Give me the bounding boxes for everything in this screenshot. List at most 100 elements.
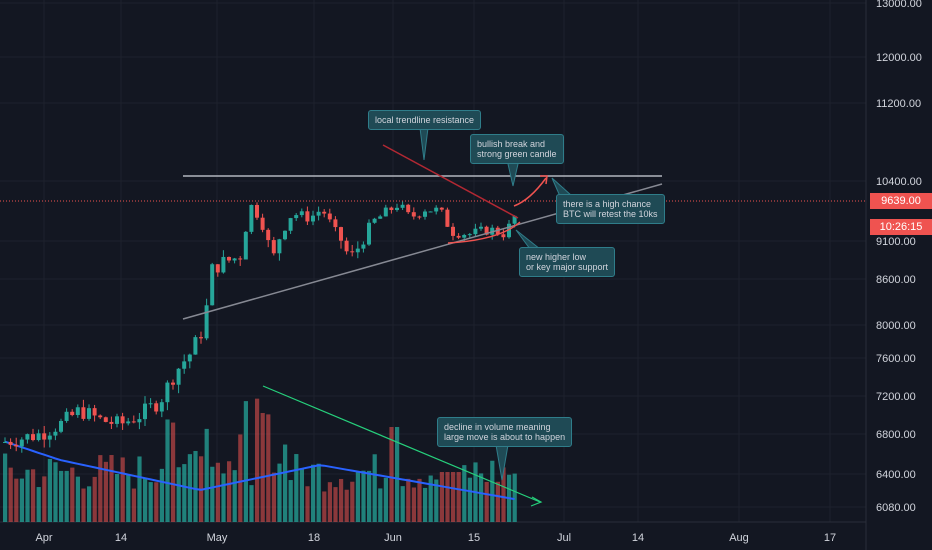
volume-bar [299,468,304,522]
volume-bar [355,472,360,522]
candle-down [103,417,108,422]
volume-bar [451,472,456,522]
candle-up [479,226,483,229]
candle-up [473,228,478,235]
volume-bar [462,465,467,522]
volume-ma-line [4,440,515,501]
volume-bar [131,488,136,522]
candle-down [70,411,75,416]
candle-up [243,231,248,260]
volume-bar [8,467,13,522]
candle-up [59,420,63,432]
projection-arrowhead [540,175,548,185]
local-trendline-resistance [382,144,519,219]
volume-bar [126,474,131,522]
price-tick-label: 13000.00 [876,0,922,10]
candle-down [484,226,489,235]
time-tick-label: Aug [729,532,749,544]
candle-down [92,408,97,416]
candle-down [199,337,203,339]
candle-down [417,216,422,218]
volume-bar [271,472,276,522]
volume-bar [339,478,344,522]
candle-up [187,354,192,362]
volume-bar [294,454,299,522]
volume-bar [232,470,237,522]
price-tick-label: 10400.00 [876,176,922,188]
candle-up [19,439,24,447]
annotation-retest: there is a high chance BTC will retest t… [556,194,665,224]
volume-bar [350,481,355,522]
countdown-badge: 10:26:15 [870,219,932,235]
annotation-bullish-break: bullish break and strong green candle [470,134,564,164]
volume-bar [372,454,377,522]
candle-down [31,434,35,441]
volume-bar [103,461,108,522]
candle-down [238,258,243,260]
volume-bar [227,461,232,522]
candle-down [227,256,231,261]
volume-bar [243,401,248,522]
candle-down [215,264,220,273]
candle-down [389,207,394,211]
candle-up [512,215,517,224]
candle-up [507,223,511,238]
price-tick-label: 8000.00 [876,320,916,332]
candle-up [383,207,388,217]
annotation-pointer [495,444,509,481]
volume-bar [445,472,450,522]
candle-down [456,235,461,238]
candle-up [115,416,119,424]
price-tick-label: 6080.00 [876,502,916,514]
candle-up [311,215,315,222]
candle-up [3,441,7,443]
candle-down [42,433,47,440]
candle-up [316,211,321,216]
annotation-higher-low: new higher low or key major support [519,247,616,277]
volume-bar [42,476,47,522]
candle-up [467,234,472,236]
candle-down [8,441,13,445]
time-tick-label: 14 [632,532,644,544]
candle-up [47,435,52,440]
candle-up [165,382,170,403]
candle-down [271,240,276,254]
volume-bar [143,478,148,522]
candle-down [255,204,259,218]
volume-bar [395,427,400,522]
volume-bar [14,478,19,522]
candle-up [64,411,69,421]
candle-up [137,419,142,423]
volume-bar [31,469,36,522]
volume-bar [221,473,226,522]
volume-bar [434,479,439,522]
candle-up [434,207,439,212]
current-price-badge: 9639.00 [870,193,932,209]
candle-down [333,219,338,228]
volume-bar [81,488,86,522]
volume-bar [3,453,8,522]
candle-down [322,211,327,214]
volume-bar [75,476,80,522]
candle-up [204,305,209,339]
higher-low-curve [447,221,521,244]
candle-up [182,361,187,369]
candle-down [305,211,310,222]
candle-up [372,218,377,223]
volume-bar [411,487,416,522]
volume-bar [249,485,254,522]
candle-up [25,434,30,440]
volume-bar [98,455,103,522]
volume-bar [165,419,170,522]
volume-bar [25,469,30,522]
candle-up [36,433,41,441]
time-tick-label: 18 [308,532,320,544]
candle-down [98,415,103,418]
candle-up [232,258,237,261]
candle-up [378,216,383,219]
candle-down [81,407,86,419]
volume-bar [47,458,52,522]
candle-down [501,234,506,238]
volume-bar [19,478,24,522]
